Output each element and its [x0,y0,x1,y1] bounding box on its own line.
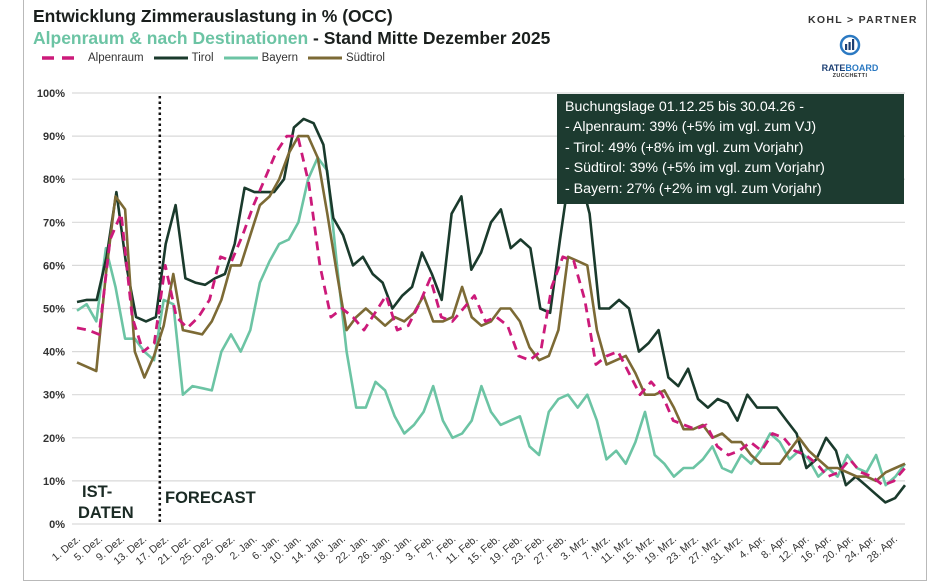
infobox-line-bayern: - Bayern: 27% (+2% im vgl. zum Vorjahr) [565,180,822,197]
series-line-suedtirol [76,134,906,483]
rateboard-subtitle: ZUCCHETTI [832,73,868,79]
legend: Alpenraum Tirol Bayern Südtirol [40,52,395,64]
y-tick-label: 0% [49,519,65,531]
rateboard-logo: RATEBOARD ZUCCHETTI [820,34,880,84]
series-lines [76,117,907,504]
forecast-label: FORECAST [165,489,256,507]
legend-label-tirol: Tirol [191,52,214,64]
booking-status-box: Buchungslage 01.12.25 bis 30.04.26 - - A… [557,94,904,204]
legend-label-alpenraum: Alpenraum [88,52,144,64]
legend-item-bayern: Bayern [223,52,298,64]
y-axis-labels: 0% 10% 20% 30% 40% 50% 60% 70% 80% 90% 100% [37,88,65,531]
series-line-alpenraum [76,134,907,487]
ist-label-line2: DATEN [78,504,134,522]
legend-item-suedtirol: Südtirol [308,52,385,64]
subtitle-date: - Stand Mitte Dezember 2025 [308,28,551,48]
chart-frame [23,0,927,581]
chart-title: Entwicklung Zimmerauslastung in % (OCC) [33,6,393,26]
infobox-line-suedtirol: - Südtirol: 39% (+5% im vgl. zum Vorjahr… [565,160,825,177]
y-tick-label: 40% [43,347,65,359]
rateboard-name: RATEBOARD [821,63,879,73]
legend-swatch-bayern [223,56,258,60]
rateboard-chart-icon [839,34,861,56]
y-tick-label: 100% [37,88,65,100]
infobox-line-alpenraum: - Alpenraum: 39% (+5% im vgl. zum VJ) [565,119,817,136]
infobox-line-heading: Buchungslage 01.12.25 bis 30.04.26 - [565,99,805,115]
ist-label-line1: IST- [82,483,112,501]
series-line-bayern [76,156,907,487]
legend-item-tirol: Tirol [153,52,214,64]
legend-swatch-alpenraum [42,56,82,60]
infobox-line-tirol: - Tirol: 49% (+8% im vgl. zum Vorjahr) [565,139,804,156]
y-tick-label: 20% [43,433,65,445]
legend-label-suedtirol: Südtirol [346,52,385,64]
legend-label-bayern: Bayern [261,52,298,64]
chart-subtitle: Alpenraum & nach Destinationen - Stand M… [33,28,550,49]
y-tick-label: 90% [43,131,65,143]
y-tick-label: 30% [43,390,65,402]
y-tick-label: 80% [43,174,65,186]
x-axis-labels: 1. Dez.5. Dez.9. Dez.13. Dez.17. Dez.21.… [50,533,900,567]
series-line-tirol [76,117,907,504]
y-tick-label: 70% [43,217,65,229]
legend-swatch-suedtirol [308,56,342,60]
y-tick-label: 50% [43,304,65,316]
kohl-partner-logo: KOHL > PARTNER [808,14,918,26]
subtitle-region: Alpenraum & nach Destinationen [33,28,309,48]
legend-swatch-tirol [153,56,188,60]
y-tick-label: 60% [43,260,65,272]
legend-item-alpenraum: Alpenraum [40,52,144,64]
y-tick-label: 10% [43,476,65,488]
